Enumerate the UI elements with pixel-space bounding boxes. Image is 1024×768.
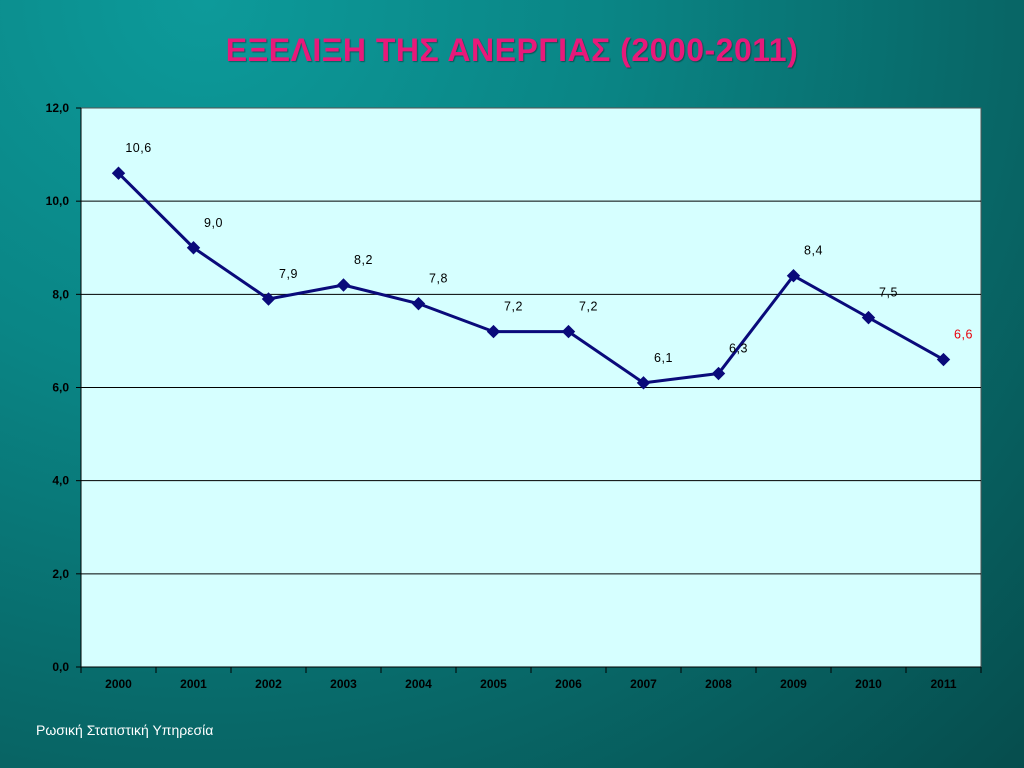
x-tick-label: 2004 xyxy=(405,677,432,691)
x-tick-label: 2010 xyxy=(855,677,882,691)
data-label: 7,2 xyxy=(579,300,598,314)
data-label: 7,5 xyxy=(879,286,898,300)
data-label: 6,3 xyxy=(729,342,748,356)
data-label: 8,2 xyxy=(354,253,373,267)
x-tick-label: 2003 xyxy=(330,677,357,691)
x-tick-label: 2002 xyxy=(255,677,282,691)
data-point-marker xyxy=(186,241,201,255)
chart-title: ΕΞΕΛΙΞΗ ΤΗΣ ΑΝΕΡΓΙΑΣ (2000-2011) xyxy=(225,32,799,68)
y-tick-label: 10,0 xyxy=(46,194,70,208)
data-label: 7,9 xyxy=(279,267,298,281)
data-point-marker xyxy=(336,278,351,292)
x-tick-label: 2009 xyxy=(780,677,807,691)
gridlines xyxy=(81,200,981,575)
data-point-marker xyxy=(561,324,576,339)
series-line xyxy=(117,172,945,385)
data-label: 6,1 xyxy=(654,351,673,365)
x-tick-label: 2011 xyxy=(930,677,956,691)
data-labels: 10,6 9,0 7,9 8,2 7,8 7,2 7,2 6,1 6,3 8,4 7,5 6,6 xyxy=(125,141,973,365)
y-axis: 0,0 2,0 4,0 6,0 8,0 10,0 12,0 xyxy=(46,101,82,674)
y-tick-label: 2,0 xyxy=(52,567,69,581)
x-tick-label: 2006 xyxy=(555,677,582,691)
x-axis: 2000 2001 2002 2003 2004 2005 2006 2007 2008 2009… xyxy=(80,666,982,691)
x-tick-label: 2007 xyxy=(630,677,657,691)
data-label: 10,6 xyxy=(125,141,151,155)
series-unemployment xyxy=(111,166,951,390)
source-footer: Ρωσική Στατιστική Υπηρεσία xyxy=(36,722,214,738)
data-point-marker xyxy=(111,166,126,180)
y-tick-label: 6,0 xyxy=(52,381,69,395)
data-point-marker xyxy=(261,292,276,306)
data-point-marker xyxy=(486,324,501,339)
data-label: 7,8 xyxy=(429,272,448,286)
data-point-marker xyxy=(411,296,426,311)
x-tick-label: 2001 xyxy=(180,677,207,691)
data-point-marker xyxy=(636,376,651,390)
data-point-marker xyxy=(711,366,726,381)
data-label: 7,2 xyxy=(504,300,523,314)
x-tick-label: 2000 xyxy=(105,677,132,691)
data-label: 9,0 xyxy=(204,216,223,230)
data-point-marker xyxy=(861,310,876,325)
x-tick-label: 2008 xyxy=(705,677,732,691)
y-tick-label: 4,0 xyxy=(52,474,69,488)
x-tick-label: 2005 xyxy=(480,677,507,691)
data-label: 8,4 xyxy=(804,244,823,258)
y-tick-label: 12,0 xyxy=(46,101,70,115)
data-point-marker xyxy=(786,268,801,283)
data-label: 6,6 xyxy=(954,328,973,342)
y-tick-label: 8,0 xyxy=(52,287,69,301)
y-tick-label: 0,0 xyxy=(52,660,69,674)
data-point-marker xyxy=(936,352,951,367)
